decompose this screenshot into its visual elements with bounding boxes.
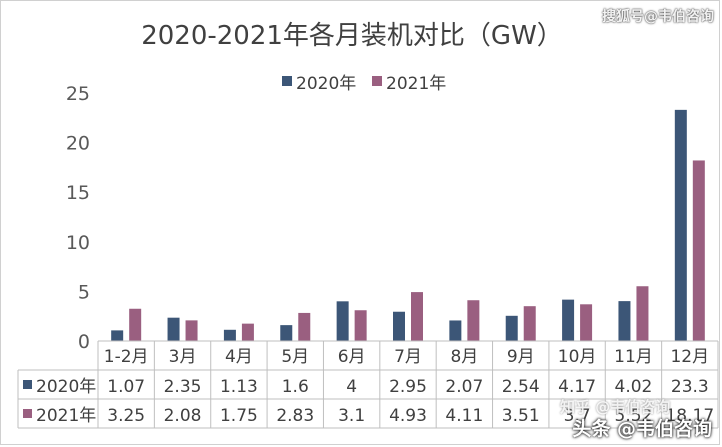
table-value: 2.95	[389, 377, 427, 397]
bar-2021-3	[298, 312, 311, 341]
table-value: 2.54	[502, 377, 540, 397]
bar-2020-2	[223, 329, 236, 341]
bar-2020-5	[393, 311, 405, 341]
table-value: 3.25	[107, 406, 145, 426]
watermark-faint: 知乎 @韦伯咨询	[560, 398, 671, 416]
category-label: 9月	[507, 347, 535, 367]
bar-2020-7	[505, 315, 518, 341]
table-value: 3.1	[338, 406, 365, 426]
category-label: 1-2月	[104, 347, 149, 367]
y-tick-label: 5	[78, 281, 90, 303]
bar-2021-9	[636, 286, 649, 341]
category-label: 8月	[450, 347, 478, 367]
table-value: 18.17	[665, 406, 714, 426]
table-value: 4.17	[558, 377, 596, 397]
table-series-label: 2020年	[36, 377, 96, 397]
bar-2020-3	[280, 325, 293, 341]
legend-label: 2021年	[386, 74, 446, 94]
legend: 2020年 2021年	[282, 74, 446, 94]
bar-2021-8	[580, 304, 593, 341]
category-label: 6月	[338, 347, 366, 367]
category-label: 12月	[670, 347, 709, 367]
bar-2021-1	[185, 320, 198, 341]
bar-2021-5	[411, 292, 423, 341]
table-value: 2.35	[164, 377, 202, 397]
table-value: 2.83	[276, 406, 314, 426]
legend-label: 2020年	[296, 74, 356, 94]
legend-swatch	[282, 76, 292, 86]
table-value: 5.52	[615, 406, 653, 426]
data-table: 1-2月 3月 4月 5月 6月 7月 8月 9月 10月 11月 12月 2020年 1.07 2.35…	[17, 340, 719, 429]
legend-swatch	[372, 76, 382, 86]
table-value: 4.11	[445, 406, 483, 426]
category-label: 7月	[394, 347, 422, 367]
bar-2020-10	[674, 109, 687, 341]
bar-2020-4	[336, 301, 349, 341]
table-value: 1.07	[107, 377, 145, 397]
y-tick-label: 25	[66, 83, 90, 105]
bar-2021-4	[354, 310, 367, 341]
table-value: 3.7	[564, 406, 591, 426]
bar-2021-0	[129, 308, 142, 341]
bar-2021-10	[692, 160, 705, 341]
y-tick-label: 15	[66, 182, 90, 204]
table-value: 4.02	[615, 377, 653, 397]
table-series-swatch	[23, 380, 32, 389]
table-value: 1.75	[220, 406, 258, 426]
table-value: 3.51	[502, 406, 540, 426]
watermark-top: 搜狐号@韦伯咨询	[602, 9, 714, 25]
category-label: 11月	[614, 347, 653, 367]
y-tick-label: 0	[78, 331, 90, 353]
table-value: 1.13	[220, 377, 258, 397]
table-value: 4.93	[389, 406, 427, 426]
category-label: 4月	[225, 347, 253, 367]
watermark-bottom: 头条 @韦伯咨询	[572, 418, 712, 440]
y-tick-label: 20	[66, 133, 90, 155]
table-value: 23.3	[671, 377, 709, 397]
bar-2020-0	[111, 330, 124, 341]
table-value: 2.08	[164, 406, 202, 426]
category-label: 5月	[281, 347, 309, 367]
bars	[111, 109, 705, 341]
bar-2020-8	[562, 299, 575, 341]
table-value: 2.07	[445, 377, 483, 397]
bar-2020-1	[167, 317, 180, 341]
table-series-swatch	[23, 409, 32, 418]
table-value: 4	[346, 377, 357, 397]
chart-title: 2020-2021年各月装机对比（GW）	[141, 21, 563, 51]
bar-2020-6	[449, 320, 462, 341]
y-axis: 0 5 10 15 20 25	[66, 83, 90, 353]
bar-2021-7	[523, 306, 536, 341]
category-label: 3月	[169, 347, 197, 367]
table-value: 1.6	[282, 377, 309, 397]
table-series-label: 2021年	[36, 406, 96, 426]
bar-2021-6	[467, 300, 480, 341]
bar-2020-9	[618, 301, 631, 341]
bar-2021-2	[241, 323, 254, 341]
y-tick-label: 10	[66, 232, 90, 254]
category-label: 10月	[558, 347, 597, 367]
